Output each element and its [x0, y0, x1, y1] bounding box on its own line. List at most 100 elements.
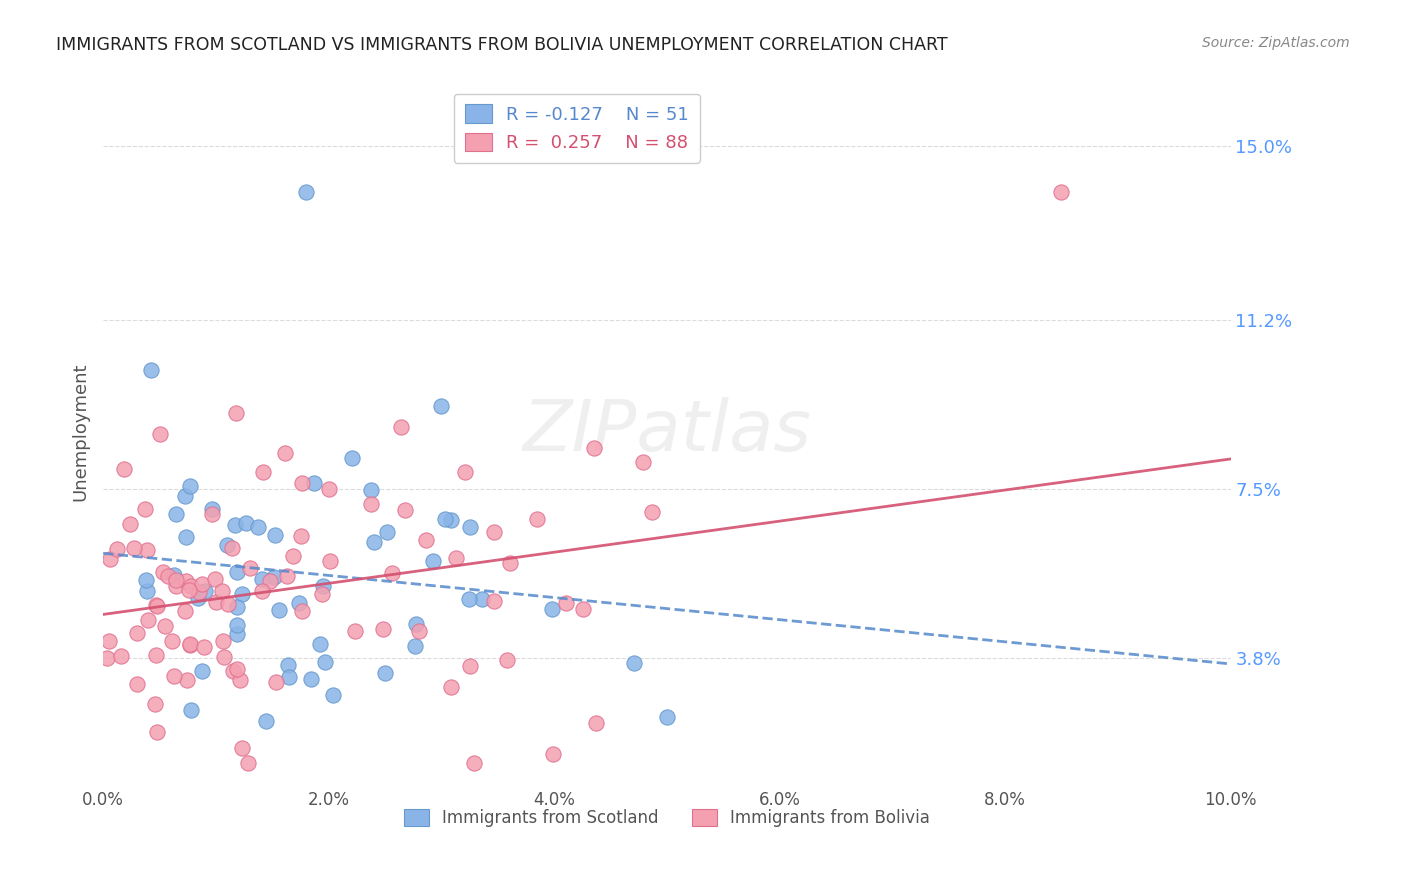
- Point: [340, 450, 363, 465]
- Point: [160, 634, 183, 648]
- Point: [225, 662, 247, 676]
- Point: [360, 483, 382, 497]
- Point: [269, 603, 291, 617]
- Point: [205, 595, 228, 609]
- Point: [215, 538, 238, 552]
- Point: [96, 651, 118, 665]
- Point: [322, 688, 344, 702]
- Legend: Immigrants from Scotland, Immigrants from Bolivia: Immigrants from Scotland, Immigrants fro…: [396, 803, 936, 834]
- Point: [180, 703, 202, 717]
- Point: [274, 446, 297, 460]
- Point: [239, 561, 262, 575]
- Point: [460, 520, 482, 534]
- Point: [440, 680, 463, 694]
- Point: [229, 673, 252, 688]
- Point: [136, 584, 159, 599]
- Point: [363, 535, 385, 549]
- Point: [463, 756, 485, 770]
- Point: [112, 461, 135, 475]
- Text: Source: ZipAtlas.com: Source: ZipAtlas.com: [1202, 36, 1350, 50]
- Point: [135, 542, 157, 557]
- Point: [405, 616, 427, 631]
- Point: [120, 517, 142, 532]
- Point: [236, 756, 259, 770]
- Point: [155, 619, 177, 633]
- Point: [221, 664, 243, 678]
- Point: [290, 528, 312, 542]
- Point: [311, 587, 333, 601]
- Point: [312, 579, 335, 593]
- Point: [375, 524, 398, 539]
- Point: [318, 482, 340, 496]
- Point: [343, 624, 366, 638]
- Text: ZIPatlas: ZIPatlas: [523, 397, 811, 467]
- Point: [415, 533, 437, 547]
- Point: [309, 637, 332, 651]
- Point: [165, 579, 187, 593]
- Point: [458, 659, 481, 673]
- Point: [145, 598, 167, 612]
- Point: [188, 585, 211, 599]
- Point: [254, 714, 277, 728]
- Point: [526, 511, 548, 525]
- Point: [201, 507, 224, 521]
- Point: [226, 600, 249, 615]
- Point: [291, 604, 314, 618]
- Point: [180, 579, 202, 593]
- Point: [225, 627, 247, 641]
- Point: [125, 625, 148, 640]
- Point: [430, 400, 453, 414]
- Point: [221, 541, 243, 555]
- Point: [299, 672, 322, 686]
- Point: [225, 406, 247, 420]
- Point: [541, 747, 564, 762]
- Point: [394, 502, 416, 516]
- Point: [263, 570, 285, 584]
- Point: [444, 550, 467, 565]
- Point: [163, 568, 186, 582]
- Point: [98, 551, 121, 566]
- Point: [453, 465, 475, 479]
- Text: IMMIGRANTS FROM SCOTLAND VS IMMIGRANTS FROM BOLIVIA UNEMPLOYMENT CORRELATION CHA: IMMIGRANTS FROM SCOTLAND VS IMMIGRANTS F…: [56, 36, 948, 54]
- Point: [484, 524, 506, 539]
- Point: [541, 602, 564, 616]
- Point: [266, 675, 288, 690]
- Point: [231, 587, 253, 601]
- Point: [224, 518, 246, 533]
- Point: [194, 584, 217, 599]
- Point: [319, 554, 342, 568]
- Point: [583, 441, 606, 455]
- Point: [278, 670, 301, 684]
- Point: [174, 574, 197, 588]
- Point: [360, 497, 382, 511]
- Point: [277, 658, 299, 673]
- Point: [458, 591, 481, 606]
- Point: [179, 637, 201, 651]
- Point: [226, 565, 249, 579]
- Point: [176, 673, 198, 687]
- Point: [149, 426, 172, 441]
- Point: [295, 185, 318, 199]
- Point: [389, 420, 412, 434]
- Point: [252, 465, 274, 479]
- Point: [187, 591, 209, 606]
- Point: [496, 653, 519, 667]
- Point: [572, 601, 595, 615]
- Point: [193, 640, 215, 654]
- Point: [139, 363, 162, 377]
- Point: [440, 513, 463, 527]
- Point: [404, 639, 426, 653]
- Point: [640, 505, 662, 519]
- Point: [235, 516, 257, 531]
- Point: [314, 655, 336, 669]
- Point: [264, 528, 287, 542]
- Point: [433, 512, 456, 526]
- Point: [152, 565, 174, 579]
- Point: [211, 584, 233, 599]
- Point: [212, 634, 235, 648]
- Point: [122, 541, 145, 555]
- Point: [555, 596, 578, 610]
- Point: [484, 594, 506, 608]
- Point: [146, 599, 169, 613]
- Point: [281, 549, 304, 564]
